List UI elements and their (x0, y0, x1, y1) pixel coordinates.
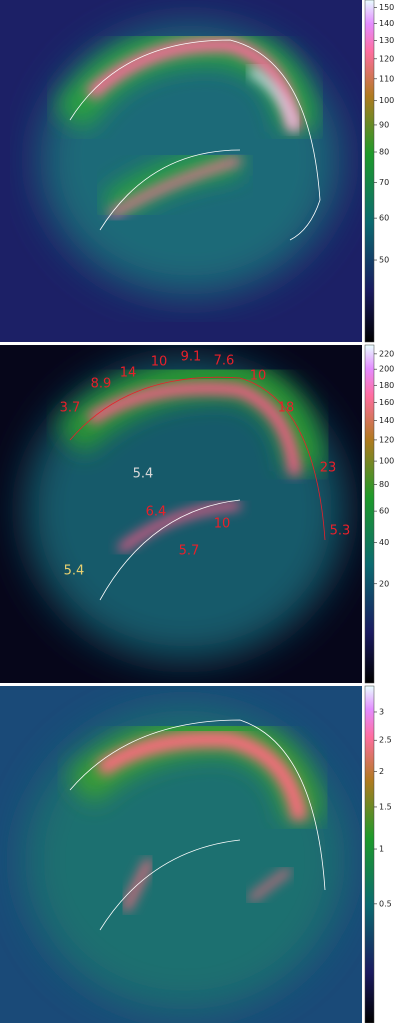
annotation: 3.7 (60, 401, 81, 416)
panel-image (0, 0, 362, 342)
annotation: 9.1 (181, 350, 202, 365)
annotation: 5.4 (64, 564, 85, 579)
panel-image (0, 345, 362, 683)
annotation: 7.6 (214, 354, 235, 369)
colorbar-tick-label: 1.5 (379, 802, 392, 811)
annotation: 6.4 (146, 505, 167, 520)
colorbar-tick-label: 1 (379, 845, 384, 854)
colorbar-tick-label: 220 (379, 349, 394, 358)
colorbar-tick-label: 130 (379, 36, 394, 45)
annotation: 5.7 (179, 544, 200, 559)
colorbar-tick-label: 120 (379, 435, 394, 444)
colorbar-tick-label: 50 (379, 256, 389, 265)
annotation: 14 (120, 366, 137, 381)
colorbar-tick-label: 70 (379, 178, 389, 187)
colorbar-tick-label: 0.5 (379, 899, 392, 908)
colorbar-tick-label: 3 (379, 707, 384, 716)
annotation: 5.4 (133, 467, 154, 482)
colorbar-tick-label: 160 (379, 398, 394, 407)
colorbar-tick-label: 2.5 (379, 736, 392, 745)
annotation: 18 (278, 401, 295, 416)
colorbar-tick-label: 90 (379, 120, 389, 129)
annotation: 5.3 (330, 524, 351, 539)
colorbar (364, 0, 375, 343)
colorbar (364, 685, 375, 1023)
colorbar-tick-label: 120 (379, 54, 394, 63)
colorbar (364, 344, 375, 684)
colorbar-tick-label: 140 (379, 416, 394, 425)
colorbar-tick-label: 40 (379, 538, 389, 547)
panel-image (0, 686, 362, 1023)
colorbar-tick-label: 140 (379, 19, 394, 28)
colorbar-tick-label: 80 (379, 148, 389, 157)
colorbar-tick-label: 150 (379, 3, 394, 12)
colorbar-tick-label: 110 (379, 74, 394, 83)
colorbar-tick-label: 20 (379, 579, 389, 588)
colorbar-tick-label: 100 (379, 96, 394, 105)
colorbar-tick-label: 80 (379, 480, 389, 489)
annotation: 10 (250, 369, 267, 384)
colorbar-tick-label: 200 (379, 365, 394, 374)
annotation: 10 (151, 355, 168, 370)
colorbar-tick-label: 60 (379, 507, 389, 516)
annotation: 8.9 (91, 377, 112, 392)
colorbar-tick-label: 100 (379, 457, 394, 466)
colorbar-tick-label: 180 (379, 381, 394, 390)
colorbar-tick-label: 2 (379, 767, 384, 776)
colorbar-tick-label: 60 (379, 214, 389, 223)
annotation: 10 (214, 517, 231, 532)
annotation: 23 (320, 461, 337, 476)
